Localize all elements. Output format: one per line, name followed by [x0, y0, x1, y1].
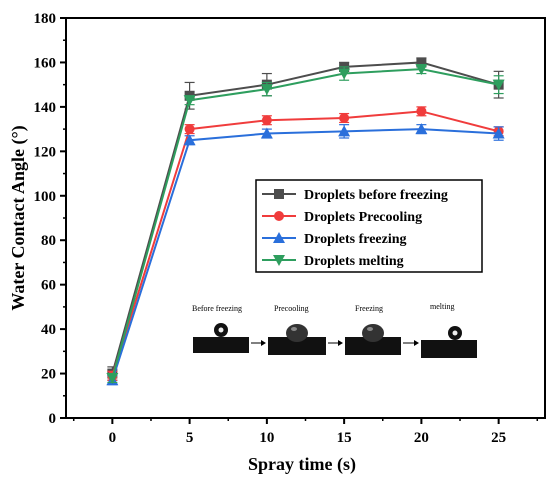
droplet-highlight	[452, 330, 458, 336]
droplet-inset: Before freezing Precooling Freezing melting	[192, 302, 477, 358]
y-tick-label: 100	[34, 189, 57, 205]
y-tick-label: 80	[41, 233, 56, 249]
data-point	[415, 64, 428, 76]
legend-label: Droplets Precooling	[304, 210, 422, 225]
data-point	[183, 95, 196, 107]
legend-marker	[273, 232, 285, 243]
y-tick-label: 20	[41, 367, 56, 383]
series-line	[111, 68, 499, 379]
droplet-highlight	[367, 327, 373, 331]
y-tick-label: 140	[34, 100, 57, 116]
legend-marker	[274, 189, 284, 199]
series-line	[111, 128, 499, 381]
data-point	[415, 123, 428, 135]
y-axis: 0 20 40 60 80 100 120 140 160 180	[34, 11, 66, 427]
legend-label: Droplets melting	[304, 254, 404, 269]
y-tick-label: 180	[34, 11, 57, 27]
legend-label: Droplets freezing	[304, 232, 407, 247]
inset-panel: Before freezing	[192, 304, 266, 353]
inset-label: Precooling	[274, 304, 309, 313]
droplet-highlight	[218, 327, 224, 333]
inset-label: Before freezing	[192, 304, 242, 313]
substrate-image	[421, 340, 477, 358]
series-line	[111, 61, 499, 374]
y-tick-label: 60	[41, 278, 56, 294]
series-layer	[106, 57, 505, 386]
series-droplets-melting	[106, 64, 505, 384]
data-point	[260, 127, 273, 139]
legend-label: Droplets before freezing	[304, 188, 448, 203]
substrate-image	[268, 337, 326, 355]
inset-panel: Precooling	[268, 304, 343, 355]
data-point	[184, 124, 195, 135]
y-axis-title: Water Contact Angle (°)	[8, 125, 29, 310]
droplet-image	[286, 324, 308, 342]
substrate-image	[193, 337, 249, 353]
legend-marker	[274, 211, 284, 221]
data-point	[183, 134, 196, 146]
inset-arrow-head	[338, 340, 343, 346]
y-tick-label: 0	[49, 411, 57, 427]
x-tick-label: 25	[491, 430, 506, 446]
y-tick-label: 120	[34, 144, 57, 160]
legend-box	[255, 179, 483, 273]
y-tick-label: 40	[41, 322, 56, 338]
x-tick-label: 15	[337, 430, 352, 446]
data-point	[338, 68, 351, 80]
x-tick-label: 10	[259, 430, 274, 446]
data-point	[261, 115, 272, 126]
x-tick-label: 20	[414, 430, 429, 446]
droplet-image	[362, 324, 384, 342]
x-axis: 0 5 10 15 20 25	[72, 418, 539, 446]
data-point	[338, 125, 351, 137]
series-line	[111, 110, 499, 377]
x-tick-label: 5	[186, 430, 194, 446]
x-axis-title: Spray time (s)	[248, 454, 356, 475]
inset-panel: Freezing	[345, 304, 419, 355]
y-tick-label: 160	[34, 55, 57, 71]
inset-arrow-head	[414, 340, 419, 346]
legend: Droplets before freezing Droplets Precool…	[255, 179, 483, 273]
droplet-highlight	[291, 327, 297, 331]
legend-marker	[273, 255, 285, 266]
substrate-image	[345, 337, 401, 355]
data-point	[416, 57, 427, 68]
inset-panel: melting	[421, 302, 477, 358]
inset-label: melting	[430, 302, 454, 311]
inset-arrow-head	[261, 340, 266, 346]
data-point	[492, 127, 505, 139]
data-point	[416, 106, 427, 117]
x-tick-label: 0	[109, 430, 117, 446]
inset-label: Freezing	[355, 304, 383, 313]
data-point	[106, 373, 119, 384]
data-point	[260, 84, 273, 96]
data-point	[339, 113, 350, 123]
data-point	[492, 79, 505, 91]
